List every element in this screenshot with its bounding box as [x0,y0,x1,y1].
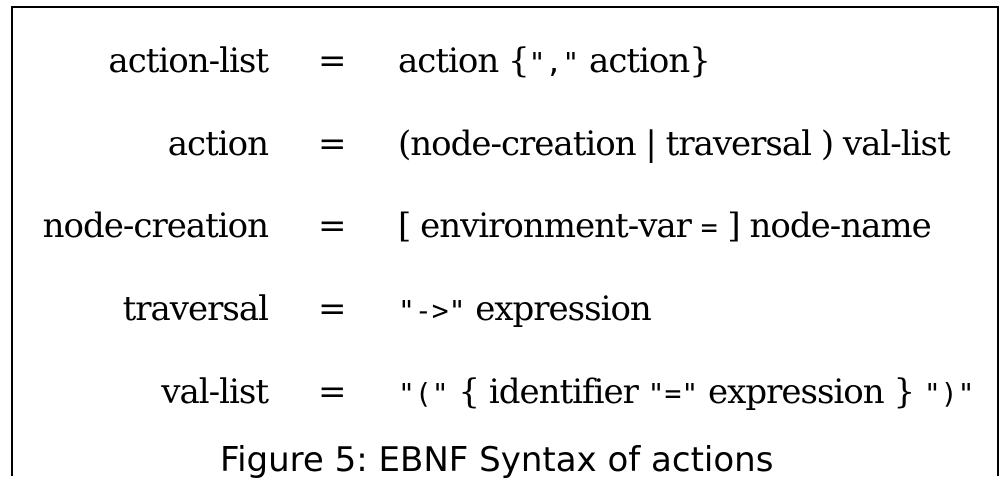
rhs-text: { identifier [448,372,648,412]
rule-rhs: [ environment-var = ] node-name [398,196,932,258]
rule-equals: = [318,124,347,164]
grammar-box [11,6,999,476]
rhs-literal: = [700,211,718,244]
figure-caption: Figure 5: EBNF Syntax of actions [220,440,774,480]
rhs-literal: "->" [398,294,466,327]
rule-rhs: (node-creation | traversal ) val-list [398,114,951,174]
rule-equals: = [318,372,347,412]
rule-lhs: node-creation [42,206,269,246]
rule-lhs: action-list [108,41,269,81]
rhs-literal: ")" [923,377,975,410]
rhs-text: expression } [698,372,924,412]
rhs-literal: "(" [398,377,449,410]
rhs-text: action} [579,41,711,81]
rule-rhs: action {"," action} [398,31,711,93]
grammar-rule-action-list: action-list = action {"," action} [0,31,1008,91]
rhs-text: ] node-name [717,206,931,246]
rhs-text: (node-creation | traversal ) val-list [398,124,951,164]
grammar-rule-action: action = (node-creation | traversal ) va… [0,114,1008,174]
rule-rhs: "(" { identifier "=" expression } ")" [398,362,974,424]
rhs-literal: "=" [647,377,699,410]
rule-equals: = [318,41,347,81]
rhs-text: [ environment-var [398,206,701,246]
rhs-text: action { [398,41,530,81]
rule-rhs: "->" expression [398,279,652,341]
rule-lhs: traversal [122,289,269,329]
rule-equals: = [318,206,347,246]
rhs-text: expression [465,289,652,329]
rhs-literal: "," [528,46,580,79]
rule-equals: = [318,289,347,329]
rule-lhs: val-list [161,372,269,412]
rule-lhs: action [167,124,269,164]
grammar-rule-node-creation: node-creation = [ environment-var = ] no… [0,196,1008,256]
grammar-rule-traversal: traversal = "->" expression [0,279,1008,339]
grammar-rule-val-list: val-list = "(" { identifier "=" expressi… [0,362,1008,422]
